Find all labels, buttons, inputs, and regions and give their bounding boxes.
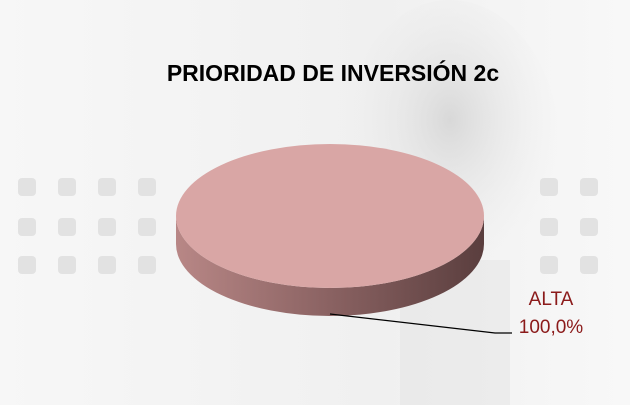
leader-line <box>329 313 512 334</box>
data-label-category: ALTA <box>529 289 574 310</box>
chart-title: PRIORIDAD DE INVERSIÓN 2c <box>167 59 499 86</box>
pie-slice-side <box>176 216 484 316</box>
background-icons <box>18 178 598 274</box>
pie-slice <box>176 144 484 288</box>
data-label-value: 100,0% <box>519 317 584 338</box>
